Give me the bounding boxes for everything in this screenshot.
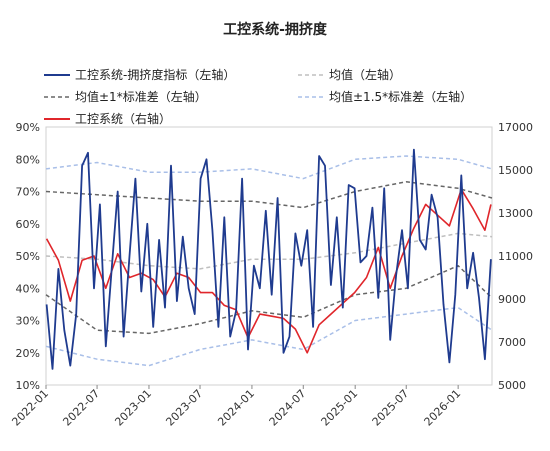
series-mean-line — [45, 232, 493, 270]
y-left-tick-label: 30% — [16, 315, 40, 328]
x-tick-label: 2025-01 — [319, 387, 361, 429]
y-left-tick-label: 60% — [16, 218, 40, 231]
y-right-tick-label: 5000 — [498, 379, 526, 392]
x-tick-label: 2024-01 — [215, 387, 257, 429]
x-tick-label: 2025-07 — [370, 387, 412, 429]
legend-label-1-5sd: 均值±1.5*标准差（左轴） — [329, 89, 472, 104]
x-tick-label: 2022-01 — [9, 387, 51, 429]
x-tick-label: 2023-07 — [163, 387, 205, 429]
y-right-tick-label: 9000 — [498, 293, 526, 306]
legend-label-mean: 均值（左轴） — [329, 67, 401, 82]
y-right-tick-label: 17000 — [498, 121, 533, 134]
y-left-tick-label: 20% — [16, 347, 40, 360]
chart-title: 工控系统-拥挤度 — [223, 21, 328, 38]
y-axis-right: 5000 7000 9000 11000 13000 15000 17000 — [498, 121, 533, 392]
series-1sd-lower-line — [45, 264, 493, 335]
x-axis: 2022-01 2022-07 2023-01 2023-07 2024-01 2024-… — [9, 385, 463, 429]
series-1sd-upper-line — [45, 181, 493, 209]
y-left-tick-label: 70% — [16, 186, 40, 199]
y-left-tick-label: 40% — [16, 282, 40, 295]
series-index-price-line — [45, 188, 492, 354]
y-left-tick-label: 50% — [16, 250, 40, 263]
legend: 工控系统-拥挤度指标（左轴） 均值（左轴） 均值±1*标准差（左轴） 均值±1.… — [44, 67, 472, 126]
y-axis-left: 10% 20% 30% 40% 50% 60% 70% 80% 90% — [16, 121, 40, 392]
y-right-tick-label: 15000 — [498, 164, 533, 177]
series-1-5sd-upper-line — [45, 155, 493, 180]
x-tick-label: 2022-07 — [60, 387, 102, 429]
legend-label-crowding-index: 工控系统-拥挤度指标（左轴） — [75, 67, 235, 82]
y-right-tick-label: 7000 — [498, 336, 526, 349]
x-tick-label: 2024-07 — [267, 387, 309, 429]
legend-label-index-price: 工控系统（右轴） — [75, 111, 171, 126]
y-left-tick-label: 80% — [16, 153, 40, 166]
x-tick-label: 2026-01 — [422, 387, 464, 429]
y-right-tick-label: 11000 — [498, 250, 533, 263]
series-1-5sd-lower-line — [45, 306, 493, 367]
y-right-tick-label: 13000 — [498, 207, 533, 220]
y-left-tick-label: 10% — [16, 379, 40, 392]
series-layer — [45, 148, 493, 370]
legend-label-1sd: 均值±1*标准差（左轴） — [75, 89, 207, 104]
y-left-tick-label: 90% — [16, 121, 40, 134]
x-tick-label: 2023-01 — [112, 387, 154, 429]
series-crowding-index-line — [45, 148, 492, 370]
